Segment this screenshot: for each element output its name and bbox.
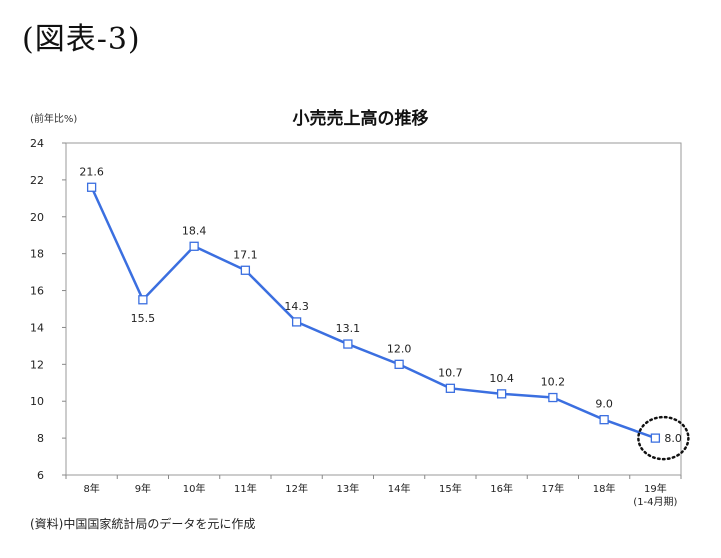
data-label: 13.1 bbox=[336, 322, 361, 335]
y-tick-label: 12 bbox=[30, 358, 44, 371]
y-tick-label: 14 bbox=[30, 321, 44, 334]
plot-area bbox=[65, 142, 682, 476]
x-tick-label: 18年 bbox=[593, 482, 616, 495]
data-label: 17.1 bbox=[233, 248, 258, 261]
data-label: 9.0 bbox=[595, 398, 613, 411]
x-tick-label: 16年 bbox=[490, 482, 513, 495]
x-axis: 8年 9年 10年 11年 12年 13年 14年 15年 16年 17年 18年 19年(1-4月期… bbox=[65, 475, 682, 508]
y-tick-label: 10 bbox=[30, 395, 44, 408]
x-tick-label: 13年 bbox=[337, 482, 360, 495]
data-point-marker bbox=[548, 392, 558, 403]
x-tick-label: 12年 bbox=[285, 482, 308, 495]
data-point-marker bbox=[240, 265, 251, 275]
y-tick-label: 18 bbox=[30, 248, 44, 261]
y-tick-label: 22 bbox=[30, 174, 44, 187]
data-point-marker bbox=[650, 433, 661, 443]
data-point-marker bbox=[496, 389, 507, 399]
y-tick-label: 20 bbox=[30, 211, 44, 224]
x-tick-label: 15年 bbox=[439, 482, 462, 495]
y-tick-label: 24 bbox=[30, 137, 44, 150]
data-label: 21.6 bbox=[79, 165, 104, 178]
data-point-marker bbox=[394, 359, 404, 369]
x-tick-label: 10年 bbox=[183, 482, 206, 495]
data-label-group: 21.6 15.5 18.4 17.1 14.3 13.1 12.0 10.7 10.4 10.2… bbox=[79, 165, 682, 445]
x-tick-label: 19年 bbox=[644, 482, 667, 495]
data-point-marker bbox=[138, 295, 148, 305]
data-point-marker bbox=[599, 415, 609, 425]
source-note: (資料)中国国家統計局のデータを元に作成 bbox=[30, 517, 256, 531]
data-label: 10.4 bbox=[489, 372, 514, 385]
data-point-marker bbox=[343, 339, 353, 349]
data-label: 15.5 bbox=[131, 312, 156, 325]
highlight-circle bbox=[637, 415, 690, 461]
data-label: 10.7 bbox=[438, 366, 463, 379]
data-point-marker bbox=[291, 317, 302, 327]
data-point-marker bbox=[445, 383, 456, 393]
y-axis-unit-label: (前年比%) bbox=[30, 114, 78, 125]
y-axis: 6 8 10 12 14 16 18 20 22 24 bbox=[30, 137, 66, 482]
data-label: 14.3 bbox=[284, 300, 309, 313]
chart-title: 小売売上高の推移 bbox=[292, 109, 429, 129]
series-line-group bbox=[86, 182, 690, 461]
y-tick-label: 6 bbox=[37, 469, 44, 482]
data-label: 10.2 bbox=[541, 376, 566, 389]
x-tick-sublabel: (1-4月期) bbox=[633, 496, 677, 508]
x-tick-label: 9年 bbox=[135, 482, 151, 495]
figure-heading: (図表-3) bbox=[22, 22, 141, 57]
series-line bbox=[90, 186, 656, 440]
x-tick-label: 8年 bbox=[83, 482, 99, 495]
x-tick-label: 11年 bbox=[234, 482, 257, 495]
x-tick-label: 17年 bbox=[542, 482, 565, 495]
data-label: 8.0 bbox=[664, 432, 682, 445]
data-point-marker bbox=[86, 182, 97, 192]
data-label: 12.0 bbox=[387, 342, 412, 355]
data-point-marker bbox=[189, 241, 199, 251]
y-tick-label: 16 bbox=[30, 285, 44, 298]
y-tick-label: 8 bbox=[37, 432, 44, 445]
x-tick-label: 14年 bbox=[388, 482, 411, 495]
data-label: 18.4 bbox=[182, 224, 207, 237]
